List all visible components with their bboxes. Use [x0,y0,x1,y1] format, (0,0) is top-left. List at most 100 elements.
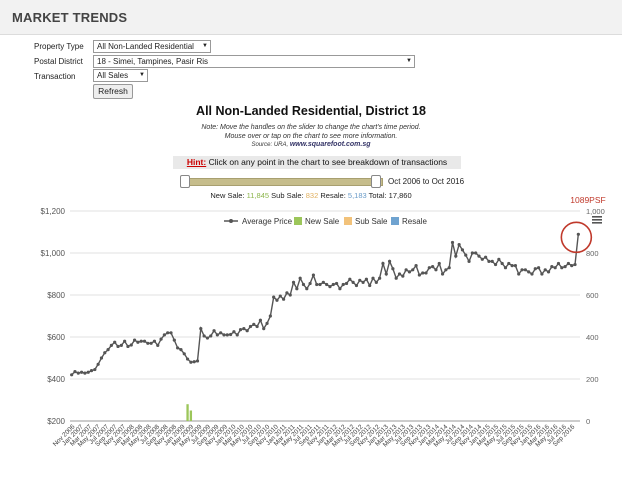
average-price-point[interactable] [139,339,143,343]
average-price-point[interactable] [371,276,375,280]
average-price-point[interactable] [116,344,120,349]
average-price-point[interactable] [361,280,365,284]
average-price-point[interactable] [401,274,405,278]
average-price-point[interactable] [258,318,263,322]
average-price-point[interactable] [424,271,428,275]
average-price-point[interactable] [195,359,200,363]
legend-label[interactable]: Sub Sale [355,217,388,226]
average-price-point[interactable] [298,276,302,280]
transaction-select[interactable]: All Sales ▼ [93,69,148,82]
average-price-point[interactable] [417,273,421,277]
average-price-point[interactable] [205,336,210,340]
average-price-point[interactable] [109,343,113,347]
average-price-point[interactable] [229,332,233,337]
average-price-point[interactable] [291,280,296,284]
average-price-point[interactable] [404,268,408,272]
average-price-point[interactable] [126,344,130,349]
average-price-point[interactable] [328,285,332,289]
average-price-point[interactable] [421,271,425,275]
average-price-point[interactable] [537,266,541,270]
average-price-point[interactable] [381,261,385,266]
average-price-point[interactable] [169,331,173,335]
average-price-point[interactable] [103,351,107,355]
average-price-point[interactable] [278,294,282,298]
average-price-point[interactable] [477,254,481,258]
average-price-point[interactable] [252,322,256,326]
average-price-point[interactable] [454,254,458,258]
average-price-point[interactable] [262,327,266,331]
average-price-point[interactable] [444,268,448,272]
menu-icon[interactable] [592,222,602,224]
average-price-point[interactable] [248,324,253,329]
average-price-point[interactable] [315,282,319,287]
average-price-point[interactable] [507,261,511,266]
average-price-point[interactable] [285,291,289,295]
average-price-point[interactable] [520,268,524,272]
average-price-point[interactable] [93,367,97,372]
menu-icon[interactable] [592,219,602,221]
average-price-point[interactable] [79,370,84,374]
average-price-point[interactable] [487,259,491,263]
average-price-point[interactable] [166,331,170,335]
average-price-point[interactable] [225,333,229,337]
average-price-point[interactable] [378,276,382,280]
average-price-point[interactable] [152,339,157,343]
average-price-point[interactable] [113,340,117,344]
average-price-point[interactable] [457,243,461,247]
average-price-point[interactable] [311,273,316,277]
average-price-point[interactable] [374,280,378,284]
average-price-point[interactable] [540,272,544,276]
average-price-point[interactable] [556,261,561,266]
average-price-point[interactable] [470,251,474,255]
average-price-point[interactable] [318,282,322,287]
average-price-point[interactable] [268,314,272,318]
average-price-point[interactable] [530,272,534,276]
average-price-point[interactable] [474,251,478,255]
average-price-point[interactable] [142,339,147,343]
average-price-point[interactable] [123,339,127,343]
average-price-point[interactable] [222,333,226,337]
average-price-point[interactable] [132,338,137,342]
average-price-point[interactable] [182,352,186,356]
average-price-point[interactable] [288,293,292,297]
average-price-point[interactable] [431,265,435,269]
average-price-point[interactable] [295,287,299,291]
average-price-point[interactable] [573,262,577,267]
average-price-point[interactable] [414,264,418,268]
average-price-point[interactable] [553,266,557,270]
average-price-point[interactable] [510,264,514,268]
average-price-point[interactable] [325,282,329,287]
legend-label[interactable]: Average Price [242,217,293,226]
average-price-point[interactable] [338,287,342,291]
average-price-point[interactable] [189,360,193,364]
average-price-point[interactable] [89,369,94,373]
average-price-point[interactable] [407,270,412,274]
average-price-point[interactable] [484,255,488,259]
average-price-point[interactable] [179,348,183,352]
property-type-select[interactable]: All Non-Landed Residential ▼ [93,40,211,53]
average-price-point[interactable] [437,261,441,266]
average-price-point[interactable] [387,259,392,263]
average-price-point[interactable] [480,257,484,261]
legend-label[interactable]: New Sale [305,217,340,226]
average-price-point[interactable] [209,334,213,338]
average-price-point[interactable] [232,330,236,334]
average-price-point[interactable] [434,268,438,272]
average-price-point[interactable] [215,333,219,337]
average-price-point[interactable] [341,282,345,287]
average-price-point[interactable] [447,266,451,270]
average-price-point[interactable] [523,268,527,272]
average-price-point[interactable] [427,266,431,270]
average-price-point[interactable] [348,277,352,281]
new-sale-bar[interactable] [186,404,189,421]
average-price-point[interactable] [493,262,498,267]
average-price-point[interactable] [467,259,471,263]
average-price-point[interactable] [176,346,180,350]
average-price-point[interactable] [308,281,312,286]
average-price-point[interactable] [527,270,531,274]
average-price-point[interactable] [275,298,279,302]
average-price-point[interactable] [238,328,243,332]
average-price-point[interactable] [96,362,100,366]
postal-district-select[interactable]: 18 - Simei, Tampines, Pasir Ris ▼ [93,55,415,68]
